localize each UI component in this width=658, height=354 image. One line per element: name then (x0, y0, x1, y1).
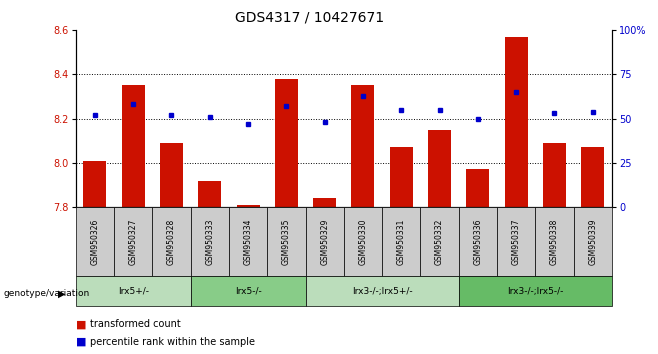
Text: ▶: ▶ (58, 289, 65, 299)
Bar (505, 37, 528, 207)
Text: genotype/variation: genotype/variation (3, 289, 89, 298)
Text: percentile rank within the sample: percentile rank within the sample (90, 337, 255, 347)
Bar (543, 143, 566, 207)
Bar (467, 170, 490, 207)
FancyBboxPatch shape (343, 207, 382, 276)
Text: transformed count: transformed count (90, 319, 181, 329)
Bar (84, 161, 107, 207)
FancyBboxPatch shape (152, 207, 191, 276)
FancyBboxPatch shape (76, 276, 191, 306)
FancyBboxPatch shape (497, 207, 536, 276)
Text: ■: ■ (76, 319, 86, 329)
Text: GDS4317 / 10427671: GDS4317 / 10427671 (235, 11, 384, 25)
FancyBboxPatch shape (114, 207, 152, 276)
Bar (313, 198, 336, 207)
FancyBboxPatch shape (420, 207, 459, 276)
Bar (581, 147, 604, 207)
FancyBboxPatch shape (191, 276, 305, 306)
Text: GSM950339: GSM950339 (588, 218, 597, 265)
Text: GSM950333: GSM950333 (205, 218, 215, 265)
FancyBboxPatch shape (305, 276, 459, 306)
Text: GSM950338: GSM950338 (550, 218, 559, 265)
Text: GSM950332: GSM950332 (435, 218, 444, 265)
FancyBboxPatch shape (382, 207, 420, 276)
Bar (390, 147, 413, 207)
Bar (160, 143, 183, 207)
Text: lrx3-/-;lrx5+/-: lrx3-/-;lrx5+/- (352, 287, 413, 296)
FancyBboxPatch shape (191, 207, 229, 276)
Text: GSM950337: GSM950337 (512, 218, 520, 265)
Text: ■: ■ (76, 337, 86, 347)
FancyBboxPatch shape (229, 207, 267, 276)
Text: lrx3-/-;lrx5-/-: lrx3-/-;lrx5-/- (507, 287, 563, 296)
FancyBboxPatch shape (459, 276, 612, 306)
Text: lrx5+/-: lrx5+/- (118, 287, 149, 296)
FancyBboxPatch shape (459, 207, 497, 276)
Text: GSM950327: GSM950327 (128, 218, 138, 265)
FancyBboxPatch shape (305, 207, 343, 276)
Bar (237, 205, 259, 207)
Bar (275, 79, 298, 207)
Text: lrx5-/-: lrx5-/- (235, 287, 261, 296)
Text: GSM950335: GSM950335 (282, 218, 291, 265)
FancyBboxPatch shape (536, 207, 574, 276)
Text: GSM950329: GSM950329 (320, 218, 329, 265)
Text: GSM950336: GSM950336 (473, 218, 482, 265)
Text: GSM950331: GSM950331 (397, 218, 406, 265)
Text: GSM950330: GSM950330 (359, 218, 367, 265)
FancyBboxPatch shape (574, 207, 612, 276)
Text: GSM950328: GSM950328 (167, 218, 176, 265)
Bar (428, 130, 451, 207)
FancyBboxPatch shape (76, 207, 114, 276)
Text: GSM950326: GSM950326 (90, 218, 99, 265)
FancyBboxPatch shape (267, 207, 305, 276)
Bar (198, 181, 221, 207)
Bar (122, 85, 145, 207)
Bar (351, 85, 374, 207)
Text: GSM950334: GSM950334 (243, 218, 253, 265)
